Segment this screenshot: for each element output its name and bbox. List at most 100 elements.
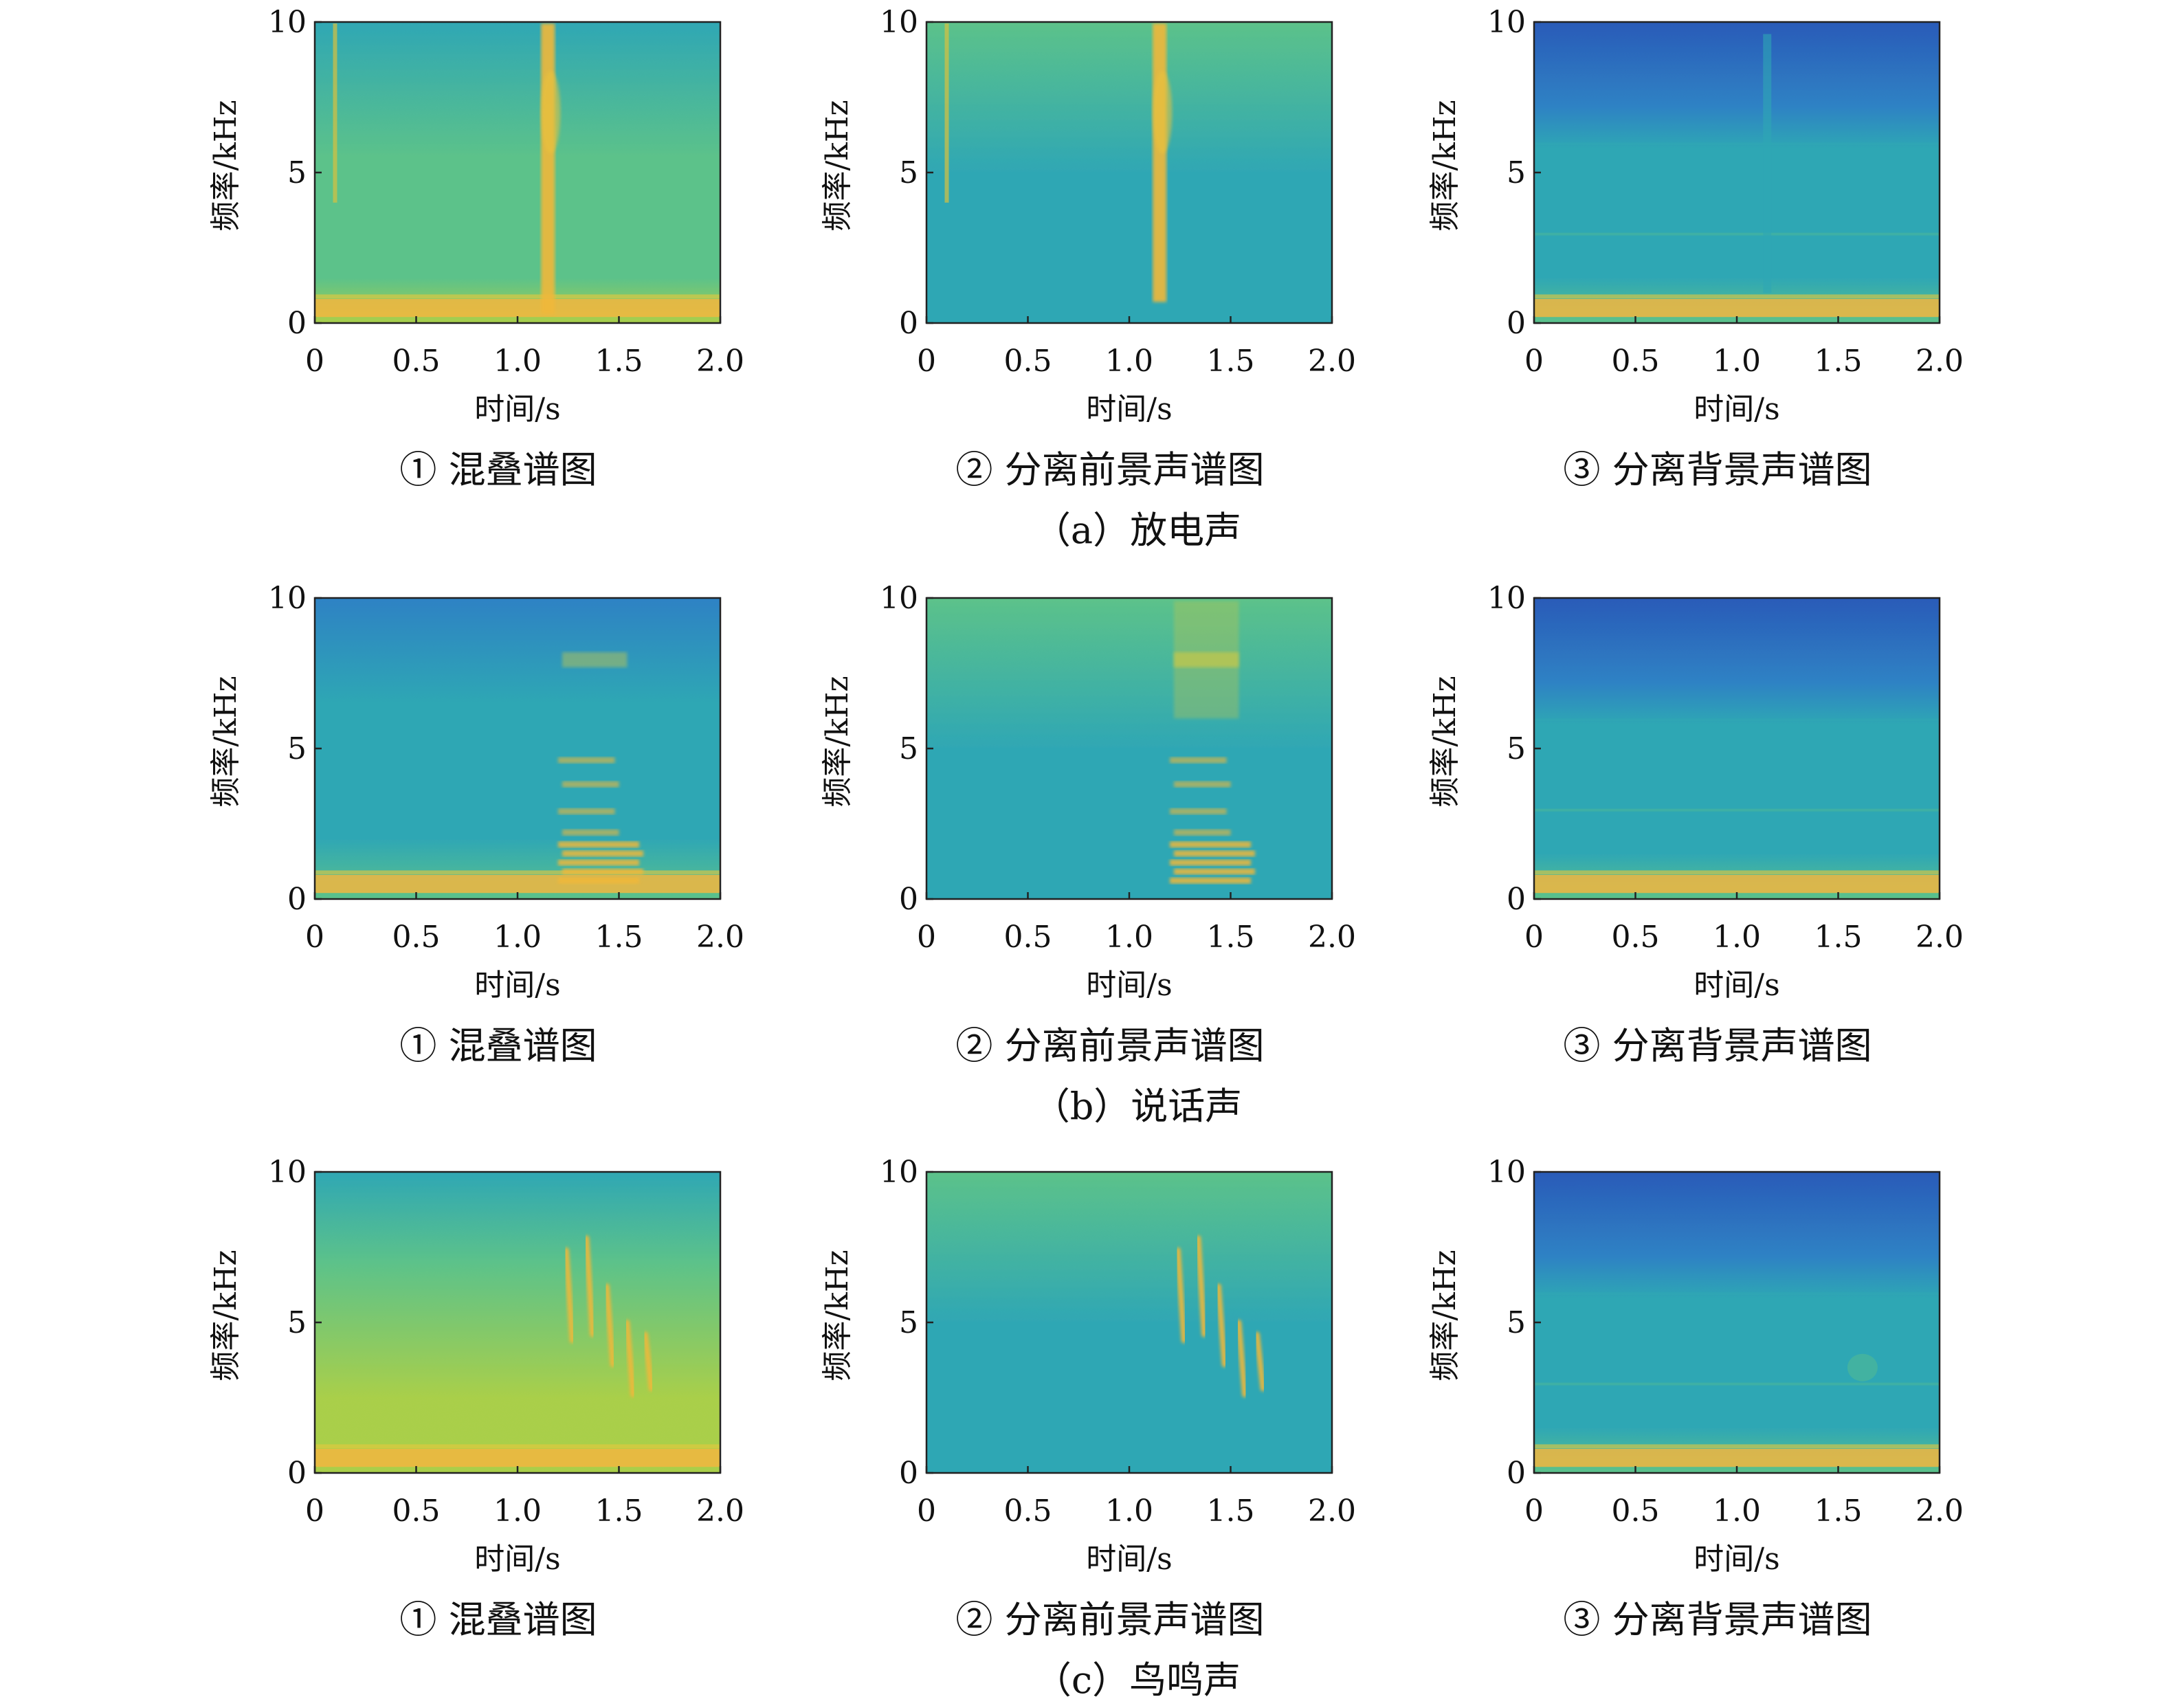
bird-chirp-stroke bbox=[1236, 1320, 1248, 1398]
residual-event-trace bbox=[1847, 1353, 1878, 1382]
y-tick-label: 0 bbox=[287, 882, 307, 917]
x-tick-label: 0.5 bbox=[1612, 344, 1660, 379]
x-axis-label: 时间/s bbox=[1694, 1542, 1779, 1577]
x-tick-label: 1.5 bbox=[1814, 1494, 1863, 1529]
x-tick-label: 2.0 bbox=[696, 344, 744, 379]
x-tick-label: 0 bbox=[305, 920, 324, 955]
speech-harmonic bbox=[558, 757, 615, 764]
y-tick-label: 10 bbox=[880, 5, 918, 40]
spectrogram-panel: 0 5 10 0 0.5 1.0 1.5 2.0 时间/s 频率/kHz ③ 分离背景声谱图 bbox=[1428, 1155, 1964, 1641]
x-tick-label: 0.5 bbox=[392, 1494, 441, 1529]
bird-chirp-stroke bbox=[624, 1320, 636, 1398]
spectrogram-panel: 0 5 10 0 0.5 1.0 1.5 2.0 时间/s 频率/kHz ① 混叠谱图 bbox=[208, 581, 744, 1067]
x-tick-label: 1.5 bbox=[595, 1494, 643, 1529]
low-frequency-band bbox=[315, 1448, 720, 1467]
y-tick-label: 5 bbox=[1507, 731, 1526, 766]
early-transient bbox=[944, 23, 949, 203]
bird-chirp-stroke bbox=[1254, 1331, 1266, 1392]
speech-harmonic bbox=[558, 808, 615, 814]
x-tick-label: 2.0 bbox=[696, 920, 744, 955]
y-tick-label: 0 bbox=[899, 882, 918, 917]
x-axis-label: 时间/s bbox=[474, 1542, 560, 1577]
x-tick-label: 1.0 bbox=[493, 344, 542, 379]
speech-harmonic bbox=[1170, 841, 1251, 848]
y-tick-label: 5 bbox=[287, 731, 307, 766]
y-axis-label: 频率/kHz bbox=[208, 1250, 243, 1381]
bird-chirp-stroke bbox=[1215, 1283, 1228, 1368]
x-tick-label: 2.0 bbox=[1916, 344, 1964, 379]
y-tick-label: 5 bbox=[899, 155, 918, 190]
bird-chirp-stroke bbox=[563, 1247, 575, 1344]
y-tick-label: 10 bbox=[268, 1155, 307, 1190]
spectrogram-panel: 0 5 10 0 0.5 1.0 1.5 2.0 时间/s 频率/kHz ② 分离前景声谱图 bbox=[820, 1155, 1356, 1641]
panel-caption: ① 混叠谱图 bbox=[399, 1024, 597, 1067]
panel-caption: ② 分离前景声谱图 bbox=[955, 1598, 1264, 1641]
y-tick-label: 0 bbox=[899, 1456, 918, 1491]
speech-harmonic bbox=[558, 877, 639, 884]
spectrogram-background bbox=[1534, 22, 1940, 323]
bird-chirp-stroke bbox=[603, 1283, 616, 1368]
speech-harmonic bbox=[562, 868, 643, 875]
speech-harmonic bbox=[1174, 850, 1255, 857]
x-tick-label: 1.5 bbox=[1207, 344, 1255, 379]
spectrogram-panel: 0 5 10 0 0.5 1.0 1.5 2.0 时间/s 频率/kHz ③ 分离背景声谱图 bbox=[1428, 5, 1964, 491]
row-caption: （a）放电声 bbox=[1034, 509, 1241, 552]
speech-harmonic bbox=[1174, 829, 1231, 836]
speech-harmonic bbox=[562, 829, 619, 836]
y-tick-label: 0 bbox=[1507, 1456, 1526, 1491]
panel-caption: ① 混叠谱图 bbox=[399, 1598, 597, 1641]
x-tick-label: 0 bbox=[305, 1494, 324, 1529]
bird-chirp-stroke bbox=[1195, 1235, 1208, 1338]
y-tick-label: 5 bbox=[1507, 155, 1526, 190]
early-transient bbox=[333, 23, 337, 203]
x-tick-label: 0.5 bbox=[1612, 1494, 1660, 1529]
x-tick-label: 1.5 bbox=[1207, 920, 1255, 955]
y-axis-label: 频率/kHz bbox=[1428, 676, 1463, 807]
y-tick-label: 0 bbox=[287, 306, 307, 341]
y-tick-label: 10 bbox=[1487, 5, 1526, 40]
low-frequency-band bbox=[1534, 1448, 1940, 1467]
x-tick-label: 0 bbox=[917, 1494, 936, 1529]
y-tick-label: 10 bbox=[880, 581, 918, 616]
x-axis-label: 时间/s bbox=[1694, 968, 1779, 1003]
harmonic-line bbox=[1534, 232, 1940, 236]
spectrogram-panel: 0 5 10 0 0.5 1.0 1.5 2.0 时间/s 频率/kHz ② 分离前景声谱图 bbox=[820, 5, 1356, 491]
x-tick-label: 1.0 bbox=[1713, 920, 1761, 955]
low-frequency-band bbox=[315, 298, 720, 318]
low-frequency-band-edge bbox=[1534, 294, 1940, 299]
bird-chirp-stroke bbox=[584, 1235, 596, 1338]
x-tick-label: 1.5 bbox=[595, 344, 643, 379]
speech-harmonic bbox=[562, 781, 619, 788]
speech-harmonic bbox=[1170, 757, 1227, 764]
x-tick-label: 1.5 bbox=[1207, 1494, 1255, 1529]
spectrogram-panel: 0 5 10 0 0.5 1.0 1.5 2.0 时间/s 频率/kHz ① 混叠谱图 bbox=[208, 5, 744, 491]
x-axis-label: 时间/s bbox=[1694, 392, 1779, 427]
x-tick-label: 2.0 bbox=[1916, 1494, 1964, 1529]
row-caption: （c）鸟鸣声 bbox=[1034, 1659, 1241, 1702]
speech-harmonic bbox=[562, 850, 643, 857]
row-caption: （b）说话声 bbox=[1033, 1085, 1243, 1128]
panel-caption: ① 混叠谱图 bbox=[399, 448, 597, 491]
speech-fricative bbox=[562, 652, 628, 667]
y-tick-label: 5 bbox=[899, 731, 918, 766]
y-tick-label: 0 bbox=[287, 1456, 307, 1491]
x-tick-label: 0.5 bbox=[1004, 920, 1052, 955]
x-tick-label: 0 bbox=[1524, 1494, 1544, 1529]
panel-caption: ③ 分离背景声谱图 bbox=[1563, 1024, 1872, 1067]
x-tick-label: 1.0 bbox=[1105, 344, 1153, 379]
y-tick-label: 5 bbox=[899, 1305, 918, 1340]
spectrogram-background bbox=[315, 22, 720, 323]
spectrogram-background bbox=[315, 598, 720, 899]
y-tick-label: 0 bbox=[1507, 882, 1526, 917]
y-axis-label: 频率/kHz bbox=[208, 100, 243, 231]
x-tick-label: 1.5 bbox=[595, 920, 643, 955]
x-tick-label: 2.0 bbox=[1308, 344, 1356, 379]
y-axis-label: 频率/kHz bbox=[1428, 1250, 1463, 1381]
x-axis-label: 时间/s bbox=[1086, 968, 1172, 1003]
spectrogram-panel: 0 5 10 0 0.5 1.0 1.5 2.0 时间/s 频率/kHz ① 混叠谱图 bbox=[208, 1155, 744, 1641]
x-axis-label: 时间/s bbox=[474, 392, 560, 427]
harmonic-line bbox=[1534, 1292, 1940, 1296]
panel-caption: ② 分离前景声谱图 bbox=[955, 1024, 1264, 1067]
x-tick-label: 0.5 bbox=[1004, 1494, 1052, 1529]
